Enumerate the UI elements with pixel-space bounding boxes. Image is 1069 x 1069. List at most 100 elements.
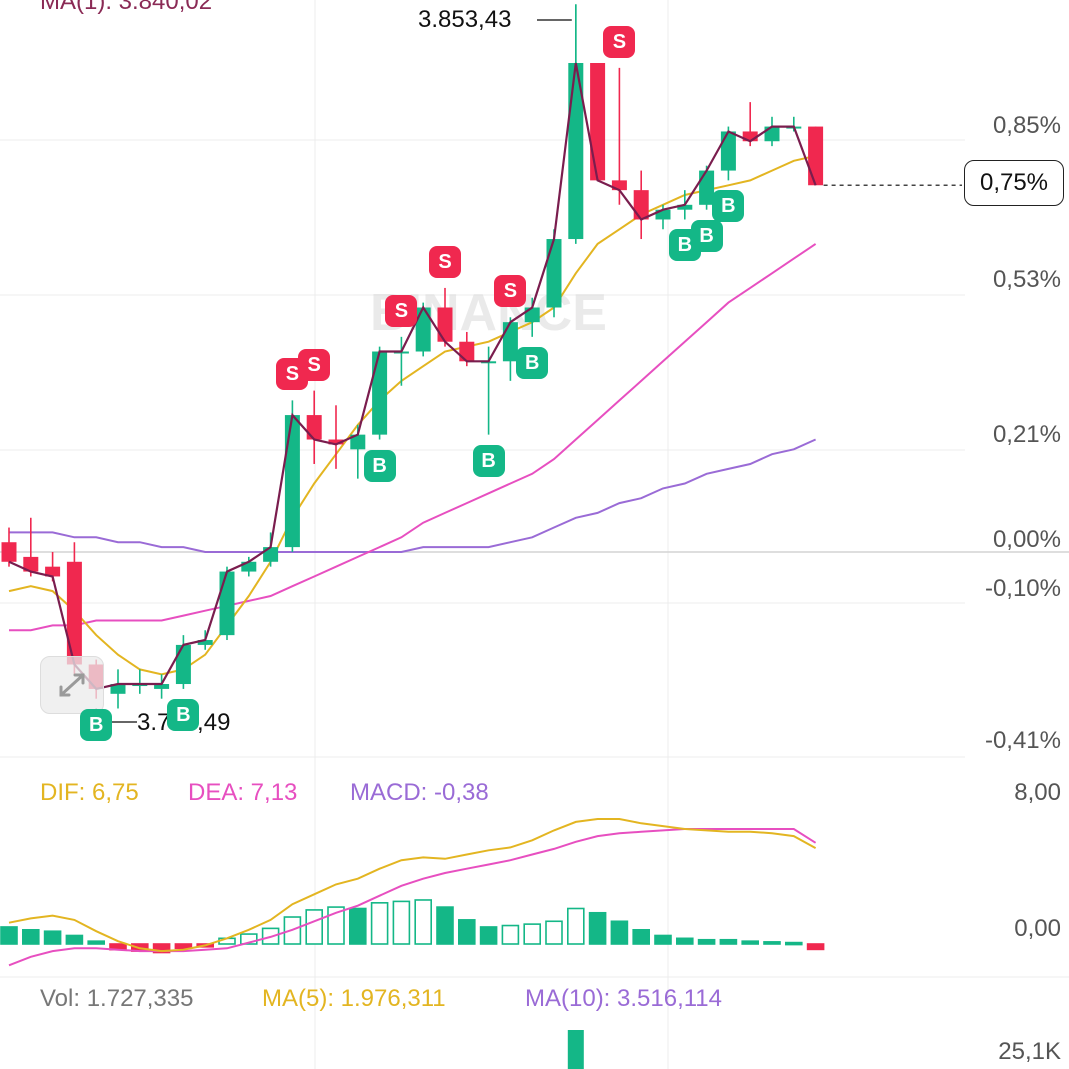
candle bbox=[219, 566, 235, 641]
macd-axis-0: 0,00 bbox=[1014, 915, 1061, 942]
macd-histogram-bar bbox=[566, 907, 585, 945]
candle bbox=[110, 669, 126, 709]
candle bbox=[1, 527, 17, 567]
sell-signal-badge: S bbox=[385, 294, 418, 327]
candle bbox=[23, 517, 39, 577]
candle-body bbox=[66, 561, 82, 665]
candle bbox=[372, 346, 388, 440]
volume-bar bbox=[567, 1030, 584, 1069]
ma1-line bbox=[8, 62, 817, 691]
candle bbox=[611, 67, 627, 205]
ma-top-legend: MA(1): 3.840,02 bbox=[40, 0, 213, 15]
expand-chart-button[interactable] bbox=[40, 656, 104, 714]
candle-body bbox=[568, 63, 584, 240]
candle-body bbox=[263, 547, 279, 562]
candle bbox=[284, 400, 300, 552]
macd-histogram-bar bbox=[588, 911, 607, 945]
macd-histogram-bar bbox=[392, 900, 411, 945]
macd-legend-macd: MACD: -0,38 bbox=[350, 779, 489, 806]
candle-body bbox=[415, 307, 431, 352]
candle-body bbox=[350, 434, 366, 450]
macd-histogram-bar bbox=[87, 940, 105, 945]
candle-body bbox=[284, 415, 300, 548]
candle bbox=[241, 556, 257, 577]
candle-body bbox=[699, 170, 715, 205]
candle-body bbox=[546, 239, 562, 308]
sell-signal-badge: S bbox=[429, 245, 461, 278]
candle-body bbox=[742, 131, 758, 142]
macd-dif-line bbox=[8, 818, 817, 953]
sell-signal-badge: S bbox=[494, 275, 527, 308]
macd-panel bbox=[0, 818, 825, 967]
buy-signal-badge: B bbox=[712, 190, 745, 223]
candle-body bbox=[590, 63, 606, 181]
macd-histogram-bar bbox=[348, 907, 367, 945]
macd-histogram-bar bbox=[763, 941, 781, 945]
candle-body bbox=[110, 684, 126, 694]
buy-signal-badge: B bbox=[80, 708, 113, 741]
macd-histogram-bar bbox=[697, 938, 716, 945]
macd-legend-dif: DIF: 6,75 bbox=[40, 779, 139, 806]
macd-histogram-bar bbox=[545, 920, 563, 945]
ma-purple-line bbox=[9, 438, 817, 553]
buy-signal-badge: B bbox=[472, 444, 505, 477]
axis-label-neg041: -0,41% bbox=[984, 727, 1061, 754]
candle bbox=[546, 229, 562, 318]
macd-histogram-bar bbox=[675, 937, 694, 945]
candle-body bbox=[655, 209, 671, 220]
expand-icon bbox=[59, 673, 85, 697]
candle-body bbox=[764, 126, 780, 142]
macd-histogram-bar bbox=[457, 919, 476, 945]
macd-legend-dea: DEA: 7,13 bbox=[188, 779, 298, 806]
candle bbox=[764, 116, 780, 147]
macd-histogram-bar bbox=[174, 943, 193, 950]
candle-body bbox=[175, 644, 191, 685]
candle bbox=[132, 669, 148, 694]
candle bbox=[154, 674, 170, 699]
candle bbox=[437, 287, 453, 347]
macd-histogram-bar bbox=[370, 902, 389, 945]
high-price-label: 3.853,43 bbox=[418, 6, 512, 33]
candle-body bbox=[328, 439, 344, 445]
axis-label-000: 0,00% bbox=[992, 526, 1061, 553]
candle-body bbox=[808, 126, 824, 186]
candle bbox=[66, 542, 82, 675]
candle-body bbox=[633, 190, 649, 220]
candle-body bbox=[45, 566, 61, 577]
ma-pink-line bbox=[9, 243, 817, 632]
macd-histogram-bar bbox=[436, 906, 454, 945]
candle bbox=[415, 302, 431, 357]
candle-body bbox=[219, 571, 235, 636]
moving-average-lines bbox=[8, 154, 817, 676]
macd-histogram-bar bbox=[741, 940, 760, 945]
candle-body bbox=[372, 351, 388, 435]
candle-body bbox=[720, 131, 736, 171]
macd-histogram-bar bbox=[21, 928, 40, 945]
candle bbox=[633, 170, 649, 240]
macd-histogram-bar bbox=[806, 943, 825, 951]
candle-body bbox=[197, 640, 213, 645]
sell-signal-badge: S bbox=[298, 348, 331, 381]
candle-body bbox=[1, 542, 17, 562]
axis-label-053: 0,53% bbox=[992, 266, 1061, 293]
macd-histogram-bar bbox=[43, 930, 62, 945]
macd-histogram-bar bbox=[305, 909, 324, 945]
candle-body bbox=[154, 684, 170, 689]
candle-body bbox=[677, 204, 693, 210]
macd-histogram-bar bbox=[632, 928, 651, 945]
vol-legend-ma5: MA(5): 1.976,311 bbox=[262, 985, 446, 1012]
macd-histogram-bar bbox=[327, 906, 345, 945]
volume-panel bbox=[567, 1030, 584, 1069]
candle bbox=[502, 317, 518, 381]
candle-body bbox=[459, 341, 475, 362]
candle-body bbox=[611, 180, 627, 191]
candle bbox=[720, 126, 736, 181]
candle bbox=[306, 390, 322, 464]
ma-yellow-line bbox=[8, 154, 816, 676]
macd-histogram-bar bbox=[610, 920, 629, 945]
candle-body bbox=[502, 322, 518, 362]
candle-body bbox=[241, 561, 257, 572]
candle bbox=[808, 126, 824, 186]
